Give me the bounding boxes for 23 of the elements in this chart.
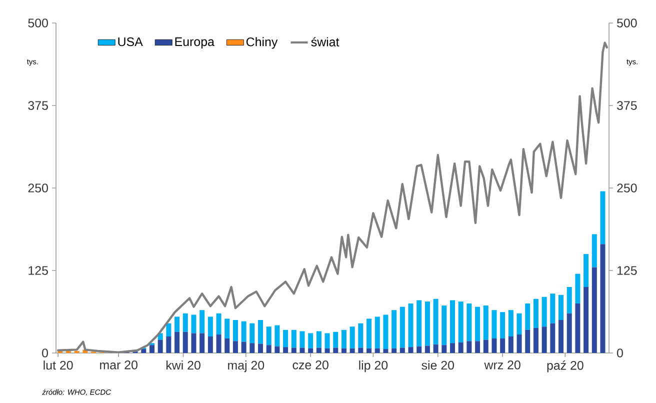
y-tick-label: 0 — [42, 348, 48, 358]
y-tick-label: 375 — [28, 101, 48, 110]
y2-tick-label: 375 — [617, 101, 637, 110]
x-tick-label: wrz 20 — [484, 360, 520, 370]
x-tick-label: sie 20 — [422, 360, 454, 370]
legend-label: świat — [311, 37, 340, 46]
legend-label: Europa — [175, 37, 214, 49]
x-tick-label: paź 20 — [547, 360, 584, 372]
y-tick-label: 250 — [28, 184, 48, 192]
y-tick-label: 500 — [28, 18, 48, 28]
x-tick-label: lut 20 — [44, 360, 73, 370]
y2-tick-label: 500 — [617, 18, 637, 28]
legend-label: USA — [118, 37, 143, 46]
y2-tick-label: 250 — [617, 184, 637, 192]
x-tick-label: maj 20 — [228, 360, 264, 372]
y2-tick-label: 0 — [617, 348, 623, 358]
x-tick-label: mar 20 — [100, 360, 138, 370]
y2-tick-label: 125 — [617, 266, 637, 275]
x-tick-label: lip 20 — [359, 360, 388, 372]
x-tick-label: cze 20 — [292, 360, 328, 370]
y-tick-label: 125 — [28, 266, 48, 275]
x-tick-label: kwi 20 — [166, 360, 200, 370]
legend-label: Chiny — [246, 37, 278, 49]
